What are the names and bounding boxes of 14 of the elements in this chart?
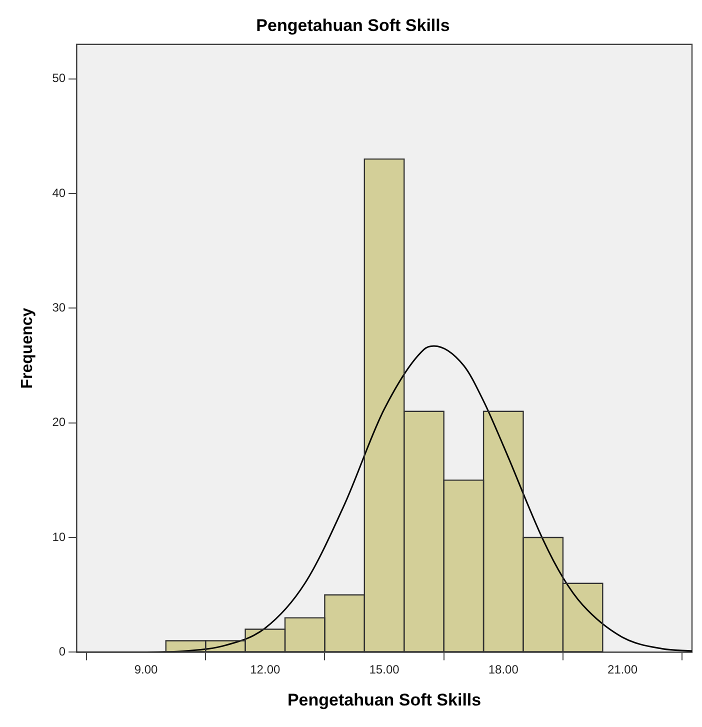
y-tick-label: 30	[52, 300, 66, 314]
x-tick-label: 15.00	[369, 662, 400, 677]
y-tick-label: 0	[58, 644, 66, 659]
x-tick-label: 12.00	[250, 662, 280, 677]
x-tick-label: 18.00	[488, 662, 519, 677]
chart-title: Pengetahuan Soft Skills	[256, 16, 450, 35]
x-tick-label: 9.00	[134, 662, 158, 677]
y-tick-label: 50	[52, 71, 66, 86]
x-axis-title: Pengetahuan Soft Skills	[287, 690, 482, 710]
y-tick-label: 40	[52, 186, 66, 200]
x-tick-label: 21.00	[608, 662, 638, 677]
y-tick-label: 10	[52, 530, 66, 544]
y-axis-title: Frequency	[19, 308, 36, 389]
y-tick-label: 20	[52, 415, 66, 430]
